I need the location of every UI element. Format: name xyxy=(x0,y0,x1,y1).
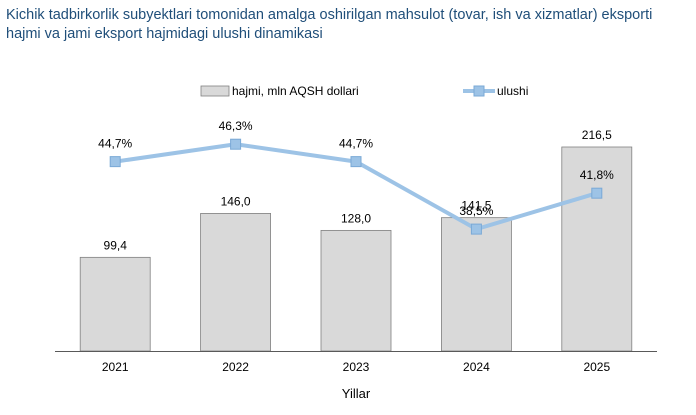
share-label-2023: 44,7% xyxy=(339,137,373,151)
bar-2021 xyxy=(79,256,151,352)
bar-label-2025: 216,5 xyxy=(582,128,612,142)
share-label-2024: 38,5% xyxy=(459,204,493,218)
bar-label-2023: 128,0 xyxy=(341,211,371,225)
legend-bar-swatch xyxy=(200,85,230,97)
share-label-2025: 41,8% xyxy=(580,168,614,182)
legend-bar-label: hajmi, mln AQSH dollari xyxy=(232,84,359,98)
legend: hajmi, mln AQSH dollari ulushi xyxy=(200,84,528,98)
bar-label-2024: 141,5 xyxy=(461,199,491,213)
share-marker-2024 xyxy=(470,223,482,235)
line-series xyxy=(109,138,603,235)
bar-2023 xyxy=(320,229,392,352)
x-tick-2022: 2022 xyxy=(222,360,249,374)
x-tick-2023: 2023 xyxy=(343,360,370,374)
x-tick-2025: 2025 xyxy=(583,360,610,374)
legend-line-label: ulushi xyxy=(497,84,528,98)
bar-label-2022: 146,0 xyxy=(221,194,251,208)
share-label-2021: 44,7% xyxy=(98,137,132,151)
x-tick-labels: 2021 2022 2023 2024 2025 xyxy=(102,360,611,374)
bar-2022 xyxy=(200,213,272,352)
chart-title: Kichik tadbirkorlik subyektlari tomonida… xyxy=(6,7,653,42)
bar-value-labels: 99,4 146,0 128,0 141,5 216,5 xyxy=(104,128,613,252)
share-marker-2025 xyxy=(591,187,603,199)
share-marker-2022 xyxy=(230,138,242,150)
share-label-2022: 46,3% xyxy=(219,119,253,133)
bar-2025 xyxy=(561,146,633,352)
bar-label-2021: 99,4 xyxy=(104,238,128,252)
bar-series xyxy=(79,146,633,352)
x-tick-2021: 2021 xyxy=(102,360,129,374)
share-marker-2021 xyxy=(109,156,121,168)
bar-2024 xyxy=(440,217,512,352)
x-tick-2024: 2024 xyxy=(463,360,490,374)
line-value-labels: 44,7% 46,3% 44,7% 38,5% 41,8% xyxy=(98,119,614,218)
share-marker-2023 xyxy=(350,156,362,168)
legend-line-marker xyxy=(473,85,485,97)
x-axis-title: Yillar xyxy=(342,386,371,401)
